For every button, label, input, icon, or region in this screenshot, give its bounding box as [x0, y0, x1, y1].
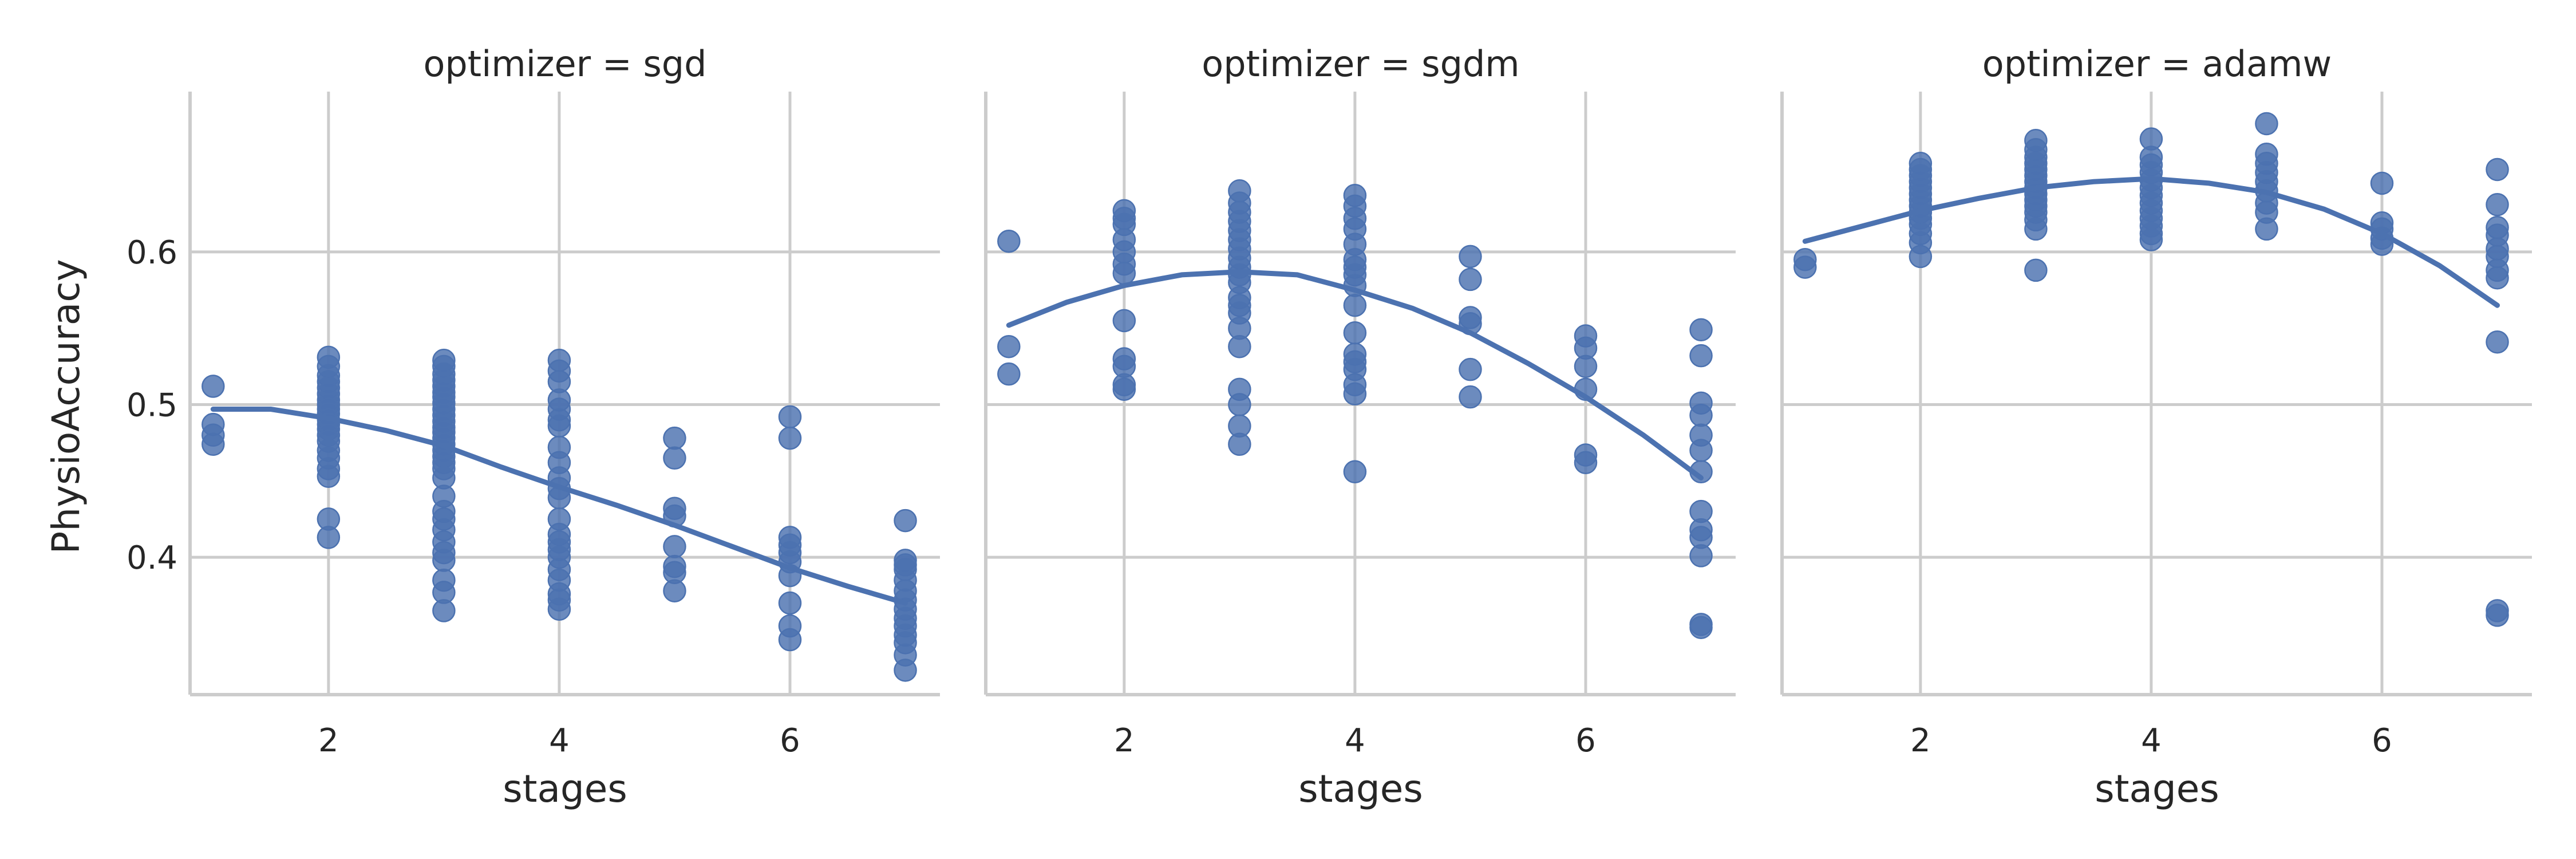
y-tick-label: 0.4	[127, 539, 177, 577]
data-point	[1459, 267, 1482, 291]
data-point	[1689, 344, 1713, 368]
data-point	[317, 464, 341, 488]
data-point	[1793, 255, 1817, 279]
x-tick-label: 2	[318, 722, 339, 759]
data-point	[1228, 393, 1251, 416]
x-axis-label: stages	[2095, 767, 2219, 811]
data-point	[997, 334, 1021, 358]
data-point	[1689, 403, 1713, 427]
data-point	[1689, 439, 1713, 462]
x-axis-label: stages	[503, 767, 627, 811]
data-point	[2024, 217, 2048, 241]
data-point	[778, 628, 802, 652]
facet-panel-2: optimizer = sgdm 2 4 6 stages	[984, 43, 1736, 811]
data-point	[663, 535, 686, 558]
data-point	[778, 405, 802, 429]
data-point	[1228, 432, 1251, 456]
data-point	[317, 526, 341, 549]
data-point	[663, 579, 686, 602]
data-point	[778, 426, 802, 450]
data-point	[778, 591, 802, 615]
data-point	[1343, 460, 1367, 484]
data-point	[432, 599, 456, 622]
regression-line	[1802, 176, 2500, 308]
data-point	[1574, 354, 1598, 379]
data-point	[1459, 245, 1482, 269]
x-tick-label: 4	[2141, 722, 2162, 759]
facet-panel-3: optimizer = adamw 2 4 6 stages	[1780, 43, 2532, 811]
y-tick-label: 0.6	[127, 234, 177, 271]
data-point	[1343, 321, 1367, 345]
data-point	[1228, 334, 1251, 358]
data-point	[2486, 604, 2509, 627]
x-tick-label: 6	[1575, 722, 1596, 759]
data-point	[1112, 377, 1136, 401]
data-point	[1112, 309, 1136, 333]
data-point	[202, 375, 225, 398]
data-point	[547, 414, 571, 438]
data-point	[1112, 261, 1136, 285]
data-point	[547, 597, 571, 621]
data-point	[2486, 330, 2509, 354]
data-point	[997, 230, 1021, 253]
regression-line	[210, 407, 908, 606]
data-point	[894, 659, 917, 682]
data-point	[2139, 228, 2163, 251]
data-point	[1459, 385, 1482, 409]
data-point	[1689, 544, 1713, 568]
data-point	[663, 426, 686, 450]
data-point	[2255, 217, 2278, 241]
data-point	[2024, 258, 2048, 282]
panel-title: optimizer = sgdm	[1202, 43, 1519, 85]
data-point	[663, 446, 686, 470]
data-point	[2486, 157, 2509, 182]
x-axis-label: stages	[1298, 767, 1423, 811]
data-point	[1459, 357, 1482, 381]
y-axis-label: PhysioAccuracy	[44, 259, 88, 554]
facet-panel-1: optimizer = sgd 2 4 6 stages 0.4 0.5 0.6	[127, 43, 940, 811]
x-tick-label: 6	[780, 722, 800, 759]
data-point	[1689, 616, 1713, 639]
data-point	[2370, 171, 2394, 195]
data-point	[202, 432, 225, 456]
data-point	[2486, 266, 2509, 290]
data-point	[2255, 112, 2278, 136]
data-point	[1574, 451, 1598, 475]
x-tick-label: 4	[549, 722, 570, 759]
x-tick-label: 4	[1345, 722, 1365, 759]
panel-title: optimizer = sgd	[423, 43, 706, 85]
y-tick-label: 0.5	[127, 387, 177, 424]
data-point	[997, 362, 1021, 386]
x-tick-label: 2	[1910, 722, 1931, 759]
regression-line	[1006, 269, 1704, 480]
data-point	[1909, 245, 1933, 269]
data-point	[894, 509, 917, 533]
x-tick-label: 6	[2372, 722, 2392, 759]
x-tick-label: 2	[1114, 722, 1135, 759]
data-point	[1343, 382, 1367, 406]
data-point	[1343, 293, 1367, 317]
data-point	[432, 549, 456, 572]
panel-title: optimizer = adamw	[1982, 43, 2332, 85]
data-point	[1689, 318, 1713, 342]
data-point	[2486, 193, 2509, 216]
